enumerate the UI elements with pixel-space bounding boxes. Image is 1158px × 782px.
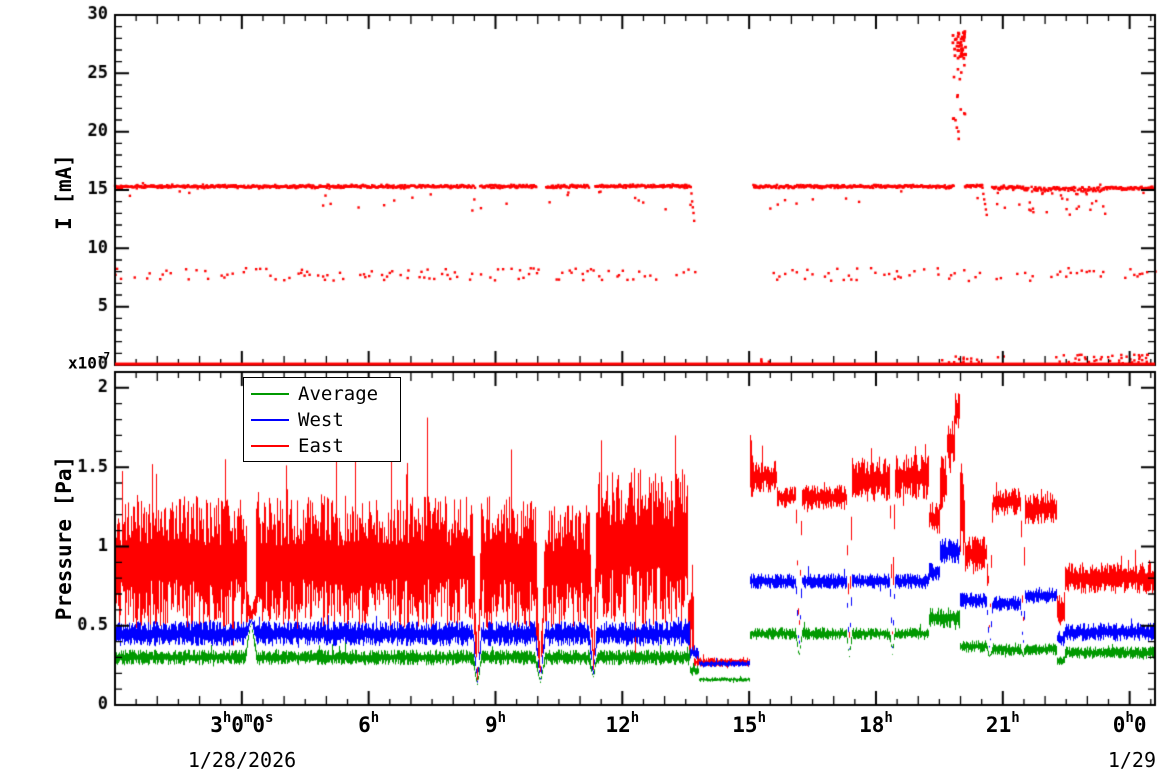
x-tick-label: 18h	[859, 710, 893, 737]
x-tick-label: 12h	[605, 710, 640, 737]
x-tick-label: 3h0m0s	[210, 710, 274, 737]
legend-item-west: West	[244, 407, 400, 433]
x-axis-date-right: 1/29	[1107, 748, 1156, 772]
legend-item-east: East	[244, 433, 400, 459]
legend-label: East	[298, 435, 344, 457]
x-tick-label: 15h	[732, 710, 767, 737]
x-tick-label: 6h	[358, 710, 380, 737]
x-tick-label: 0h0	[1112, 710, 1147, 737]
scale-base: x10	[68, 353, 97, 373]
legend: Average West East	[243, 377, 401, 462]
scale-exponent: -7	[96, 350, 111, 363]
y-axis-title-current: I [mA]	[52, 154, 76, 230]
legend-label: West	[298, 409, 344, 431]
legend-line-swatch	[251, 419, 289, 421]
legend-label: Average	[298, 383, 379, 405]
legend-line-swatch	[251, 393, 289, 395]
legend-item-average: Average	[244, 381, 400, 407]
y-axis-title-pressure: Pressure [Pa]	[52, 455, 76, 621]
x-tick-label: 21h	[985, 710, 1020, 737]
x-axis-date-left: 1/28/2026	[187, 748, 297, 772]
y-axis-scale-exponent: x10-7	[68, 350, 111, 373]
x-tick-label: 9h	[484, 710, 507, 737]
legend-line-swatch	[251, 445, 289, 447]
x-axis-tick-labels: 3h0m0s 6h 9h 12h 15h 18h 21h 0h0	[0, 710, 1158, 742]
